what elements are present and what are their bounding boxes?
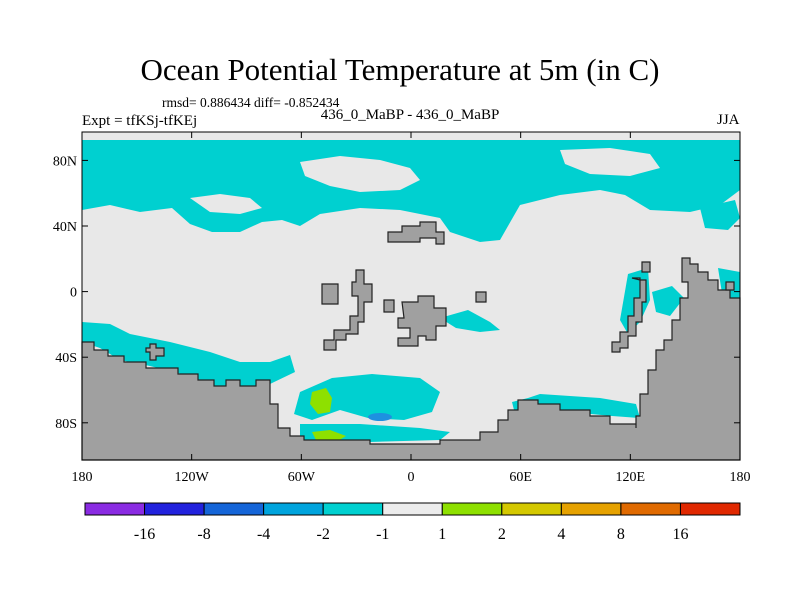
colorbar-label: 2	[498, 526, 506, 543]
colorbar-swatch	[441, 502, 503, 516]
map-panel	[81, 131, 741, 461]
plot-title: Ocean Potential Temperature at 5m (in C)	[140, 52, 660, 87]
central-island-large	[397, 295, 447, 347]
western-continent	[81, 257, 741, 461]
colorbar-swatch	[679, 502, 741, 516]
colorbar-swatch	[501, 502, 562, 516]
central-island-small	[383, 299, 395, 313]
anomaly-blue-patch	[368, 413, 392, 421]
colorbar-label: -1	[376, 526, 389, 543]
season-label: JJA	[717, 112, 740, 128]
colorbar-swatch	[560, 502, 622, 516]
colorbar-label: -8	[197, 526, 210, 543]
colorbar-swatch	[263, 502, 324, 516]
lon-tick-label: 180	[72, 470, 93, 485]
colorbar-label: 4	[557, 526, 565, 543]
map-axes: 80N 40N 0 40S 80S 180 120W 60W 0 60E 120E 180	[53, 132, 751, 485]
lat-tick-label: 0	[70, 286, 77, 301]
east-arctic-gap	[560, 148, 660, 176]
colorbar-label: 16	[672, 526, 688, 543]
colorbar-label: -2	[317, 526, 330, 543]
west-pacific-cyan-strip-2	[652, 286, 684, 316]
lon-tick-label: 180	[730, 470, 751, 485]
colorbar-label: -16	[134, 526, 155, 543]
lat-tick-label: 40S	[55, 351, 77, 366]
lon-tick-label: 120W	[175, 470, 210, 485]
stats-label: rmsd= 0.886434 diff= -0.852434	[162, 95, 340, 110]
anomaly-green-regions	[310, 388, 346, 442]
land-masses	[81, 221, 741, 461]
arctic-inner-gap	[300, 156, 420, 192]
experiment-label: Expt = tfKSj-tfKEj	[82, 113, 198, 129]
lat-tick-label: 80N	[53, 154, 77, 169]
lon-tick-label: 120E	[616, 470, 646, 485]
colorbar-label: -4	[257, 526, 270, 543]
east-islet-chain	[611, 277, 647, 353]
colorbar-swatch	[322, 502, 384, 516]
central-island-north	[387, 221, 445, 245]
lat-tick-label: 80S	[55, 417, 77, 432]
lon-tick-label: 0	[408, 470, 415, 485]
south-west-cyan-belt	[82, 322, 295, 390]
east-islet-3	[725, 281, 735, 291]
north-east-cyan-patch	[700, 200, 740, 230]
east-islet-1	[475, 291, 487, 303]
colorbar-swatch	[144, 502, 205, 516]
green-patch-2	[312, 430, 346, 442]
colorbar-swatch	[620, 502, 681, 516]
comparison-label: 436_0_MaBP - 436_0_MaBP	[320, 107, 500, 123]
central-island-chain	[323, 269, 373, 351]
colorbar-label: 8	[617, 526, 625, 543]
east-indian-cyan-strip	[440, 310, 500, 332]
central-island-left	[321, 283, 339, 305]
east-islet-2	[641, 261, 651, 273]
colorbar-swatch	[203, 502, 265, 516]
lon-tick-label: 60E	[509, 470, 532, 485]
colorbar-swatch	[84, 502, 146, 516]
colorbar-label: 1	[438, 526, 446, 543]
colorbar-swatch	[382, 502, 443, 516]
west-islet	[145, 343, 165, 361]
lon-tick-label: 60W	[288, 470, 316, 485]
green-patch-1	[310, 388, 332, 414]
lat-tick-label: 40N	[53, 220, 77, 235]
north-pacific-gap	[190, 194, 262, 214]
